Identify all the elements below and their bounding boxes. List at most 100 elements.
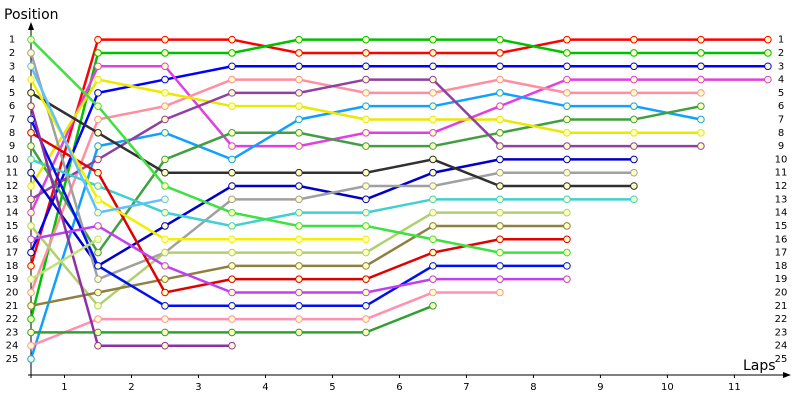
series-line bbox=[30, 91, 634, 188]
y-tick-label: 5 bbox=[9, 88, 15, 99]
lap-marker bbox=[161, 89, 169, 97]
y-tick-label: 11 bbox=[6, 168, 19, 179]
y-tick-label-right: 6 bbox=[778, 101, 784, 112]
lap-marker bbox=[563, 235, 571, 244]
lap-marker bbox=[94, 128, 102, 137]
lap-marker bbox=[362, 89, 370, 97]
lap-marker bbox=[630, 195, 638, 204]
lap-marker bbox=[630, 142, 638, 150]
y-tick-label: 6 bbox=[9, 101, 15, 112]
lap-marker bbox=[27, 128, 35, 137]
lap-marker bbox=[161, 75, 169, 84]
lap-marker bbox=[362, 49, 370, 57]
lap-marker bbox=[429, 168, 437, 177]
lap-marker bbox=[697, 102, 705, 110]
lap-marker bbox=[94, 102, 102, 110]
lap-marker bbox=[228, 75, 236, 84]
lap-marker bbox=[161, 155, 169, 164]
lap-marker bbox=[295, 49, 303, 57]
y-tick-label: 15 bbox=[6, 221, 19, 232]
lap-marker bbox=[496, 275, 504, 283]
lap-marker bbox=[94, 315, 102, 323]
lap-marker bbox=[161, 222, 169, 230]
lap-marker bbox=[496, 222, 504, 230]
lap-marker bbox=[496, 49, 504, 57]
lap-marker bbox=[94, 182, 102, 190]
lap-marker bbox=[94, 248, 102, 257]
lap-marker bbox=[27, 89, 35, 97]
y-tick-label-right: 5 bbox=[778, 88, 784, 99]
lap-marker bbox=[429, 75, 437, 84]
lap-marker bbox=[563, 35, 571, 44]
y-tick-label-right: 14 bbox=[775, 208, 788, 219]
lap-marker bbox=[429, 262, 437, 270]
lap-marker bbox=[496, 182, 504, 190]
lap-marker bbox=[429, 195, 437, 204]
lap-marker bbox=[697, 35, 705, 44]
y-tick-label-right: 7 bbox=[778, 114, 784, 125]
lap-marker bbox=[362, 275, 370, 283]
lap-marker bbox=[161, 288, 169, 297]
lap-marker bbox=[27, 75, 35, 84]
lap-marker bbox=[362, 182, 370, 190]
lap-marker bbox=[228, 328, 236, 337]
lap-marker bbox=[27, 208, 35, 217]
lap-marker bbox=[295, 102, 303, 110]
lap-marker bbox=[94, 142, 102, 150]
series-line bbox=[29, 105, 232, 347]
lap-marker bbox=[563, 75, 571, 84]
lap-marker bbox=[295, 35, 303, 44]
lap-marker bbox=[295, 275, 303, 283]
lap-marker bbox=[295, 222, 303, 230]
y-tick-label-right: 24 bbox=[775, 341, 788, 352]
lap-marker bbox=[161, 182, 169, 190]
lap-marker bbox=[94, 62, 102, 71]
y-tick-label-right: 12 bbox=[775, 181, 788, 192]
lap-marker bbox=[295, 142, 303, 150]
lap-marker bbox=[27, 315, 35, 323]
lap-marker bbox=[429, 248, 437, 257]
lap-marker bbox=[362, 115, 370, 124]
lap-marker bbox=[27, 341, 35, 350]
x-tick-label: 8 bbox=[530, 382, 536, 393]
lap-marker bbox=[697, 49, 705, 57]
lap-marker bbox=[27, 355, 35, 363]
lap-marker bbox=[295, 115, 303, 124]
lap-marker bbox=[362, 102, 370, 110]
lap-marker bbox=[563, 142, 571, 150]
lap-marker bbox=[563, 155, 571, 164]
series-line bbox=[30, 291, 500, 347]
lap-marker bbox=[27, 49, 35, 57]
y-tick-label: 4 bbox=[9, 75, 15, 86]
lap-marker bbox=[161, 62, 169, 71]
y-tick-label-right: 13 bbox=[775, 194, 788, 205]
y-tick-label-right: 9 bbox=[778, 141, 784, 152]
y-tick-label-right: 19 bbox=[775, 274, 788, 285]
lap-marker bbox=[362, 128, 370, 137]
lap-marker bbox=[563, 195, 571, 204]
x-tick-label: 10 bbox=[661, 382, 674, 393]
lap-marker bbox=[764, 49, 772, 57]
lap-marker bbox=[362, 208, 370, 217]
lap-marker bbox=[27, 142, 35, 150]
lap-marker bbox=[563, 168, 571, 177]
lap-marker bbox=[161, 328, 169, 337]
lap-marker bbox=[563, 208, 571, 217]
lap-marker bbox=[563, 128, 571, 137]
lap-marker bbox=[27, 275, 35, 283]
y-tick-label: 21 bbox=[6, 301, 19, 312]
y-tick-label: 12 bbox=[6, 181, 19, 192]
lap-marker bbox=[161, 301, 169, 310]
lap-marker bbox=[94, 155, 102, 164]
lap-marker bbox=[496, 155, 504, 164]
lap-marker bbox=[429, 142, 437, 150]
y-tick-label-right: 15 bbox=[775, 221, 788, 232]
lap-marker bbox=[496, 115, 504, 124]
lap-marker bbox=[94, 75, 102, 84]
lap-marker bbox=[27, 248, 35, 257]
y-tick-label-right: 4 bbox=[778, 75, 784, 86]
lap-marker bbox=[161, 168, 169, 177]
series-line bbox=[29, 52, 634, 281]
y-tick-label: 1 bbox=[9, 35, 15, 46]
